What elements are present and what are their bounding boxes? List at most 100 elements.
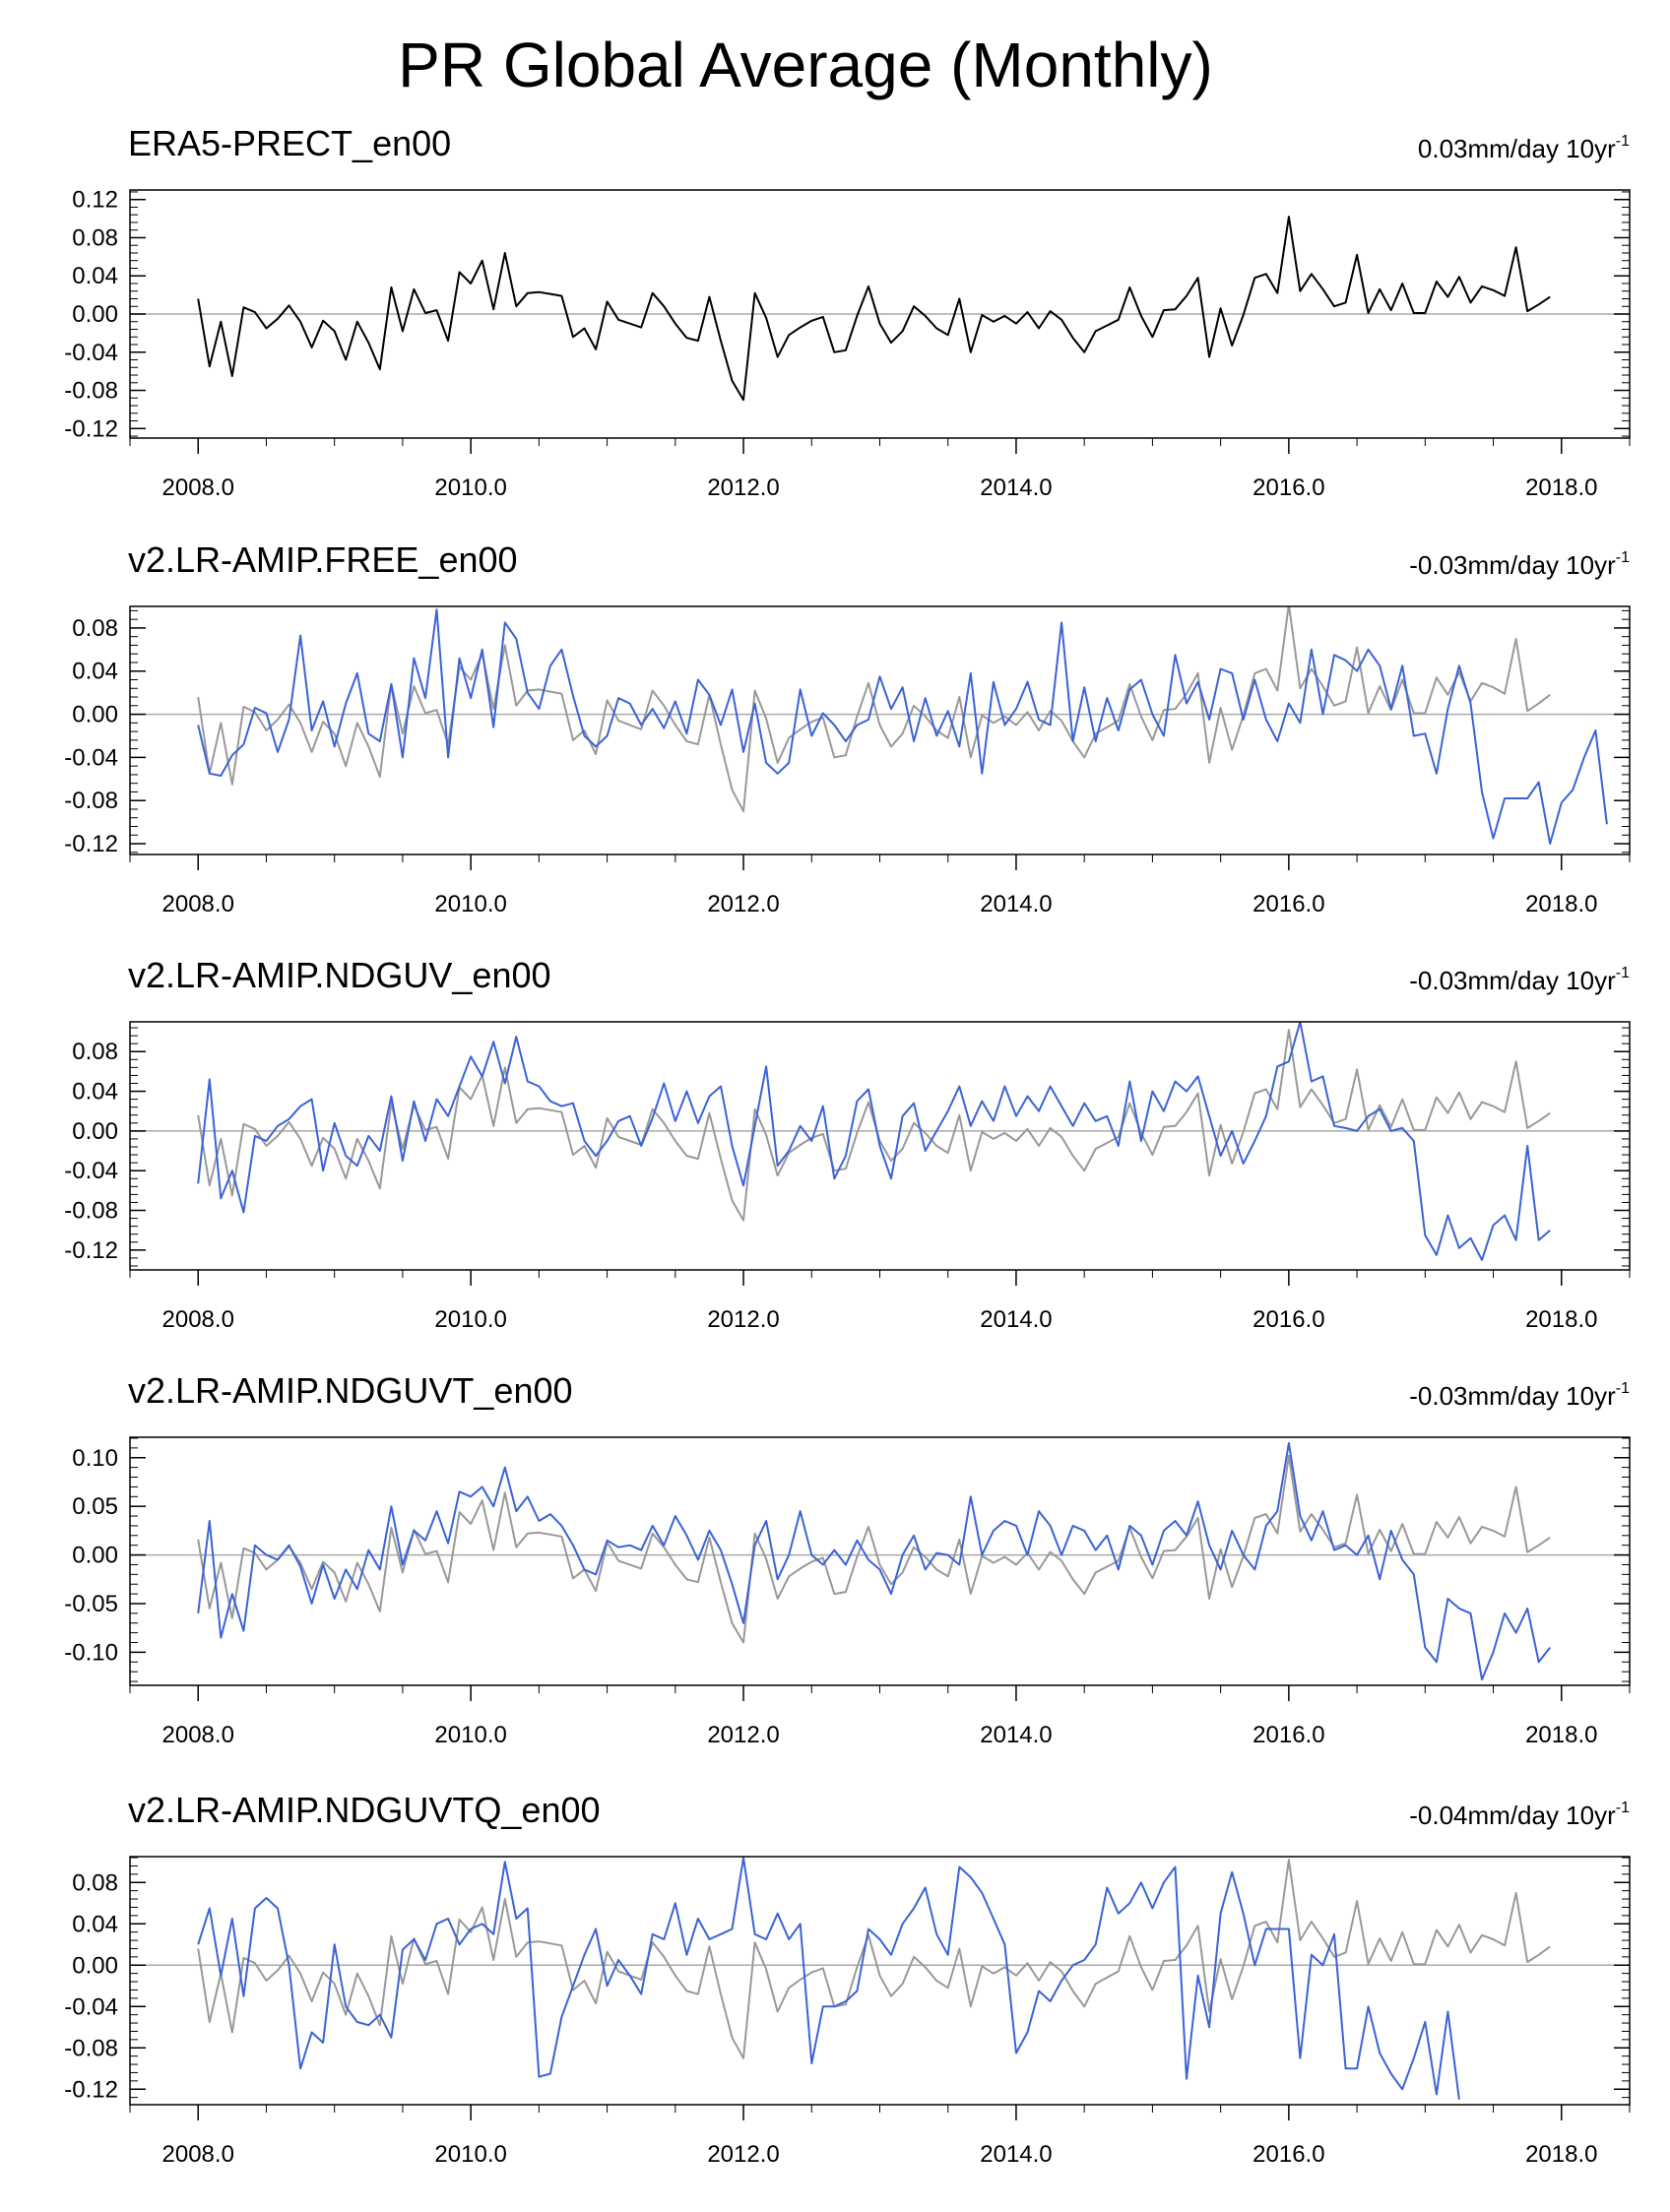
- x-tick-label: 2014.0: [980, 1306, 1052, 1333]
- y-tick-label: -0.12: [64, 2076, 118, 2103]
- series-line-main: [197, 1022, 1551, 1261]
- trend-label: -0.04mm/day 10yr-1: [1409, 1800, 1630, 1830]
- trend-exponent: -1: [1616, 1800, 1630, 1816]
- x-tick-label: 2012.0: [707, 2141, 779, 2168]
- y-tick-label: -0.05: [64, 1591, 118, 1617]
- x-tick-label: 2010.0: [434, 1722, 506, 1748]
- y-tick-label: -0.12: [64, 415, 118, 442]
- y-tick-label: -0.08: [64, 2035, 118, 2061]
- panel-title: v2.LR-AMIP.FREE_en00: [128, 539, 518, 580]
- plot-frame: [129, 605, 1631, 855]
- y-tick-label: 0.00: [72, 1118, 118, 1145]
- x-tick-label: 2016.0: [1252, 1306, 1324, 1333]
- trend-value: -0.04mm/day 10yr: [1409, 1801, 1616, 1830]
- x-tick-label: 2016.0: [1252, 474, 1324, 501]
- plot-frame: [129, 1021, 1631, 1271]
- trend-label: 0.03mm/day 10yr-1: [1418, 133, 1630, 163]
- trend-value: -0.03mm/day 10yr: [1409, 550, 1616, 580]
- y-tick-label: -0.04: [64, 340, 118, 366]
- x-tick-label: 2018.0: [1525, 1722, 1597, 1748]
- x-tick-label: 2008.0: [162, 474, 234, 501]
- y-tick-label: -0.04: [64, 744, 118, 771]
- panel-title: v2.LR-AMIP.NDGUVT_en00: [128, 1370, 573, 1411]
- y-tick-label: 0.04: [72, 263, 118, 289]
- y-tick-label: 0.00: [72, 702, 118, 728]
- trend-exponent: -1: [1616, 965, 1630, 981]
- x-tick-label: 2012.0: [707, 891, 779, 917]
- x-tick-label: 2010.0: [434, 891, 506, 917]
- x-tick-label: 2010.0: [434, 2141, 506, 2168]
- x-tick-label: 2008.0: [162, 1722, 234, 1748]
- x-tick-label: 2018.0: [1525, 2141, 1597, 2168]
- trend-label: -0.03mm/day 10yr-1: [1409, 1380, 1630, 1411]
- x-tick-label: 2008.0: [162, 891, 234, 917]
- chart-panel-2: v2.LR-AMIP.FREE_en00 -0.03mm/day 10yr-1 0.…: [64, 539, 1631, 917]
- x-tick-label: 2014.0: [980, 474, 1052, 501]
- y-tick-label: -0.12: [64, 1237, 118, 1264]
- trend-value: -0.03mm/day 10yr: [1409, 966, 1616, 995]
- y-tick-label: -0.12: [64, 831, 118, 857]
- x-tick-label: 2016.0: [1252, 891, 1324, 917]
- x-tick-label: 2014.0: [980, 2141, 1052, 2168]
- y-tick-label: 0.04: [72, 659, 118, 685]
- x-tick-label: 2016.0: [1252, 2141, 1324, 2168]
- x-tick-label: 2010.0: [434, 1306, 506, 1333]
- series-line-main: [197, 1441, 1551, 1681]
- x-tick-label: 2018.0: [1525, 1306, 1597, 1333]
- x-tick-label: 2010.0: [434, 474, 506, 501]
- chart-panel-1: ERA5-PRECT_en00 0.03mm/day 10yr-1 0.12 0.08…: [64, 123, 1631, 501]
- series-line-era5-reference: [197, 606, 1551, 813]
- y-tick-label: -0.04: [64, 1158, 118, 1184]
- chart-panel-5: v2.LR-AMIP.NDGUVTQ_en00 -0.04mm/day 10yr-…: [64, 1790, 1631, 2168]
- x-tick-label: 2012.0: [707, 1306, 779, 1333]
- x-tick-label: 2012.0: [707, 1722, 779, 1748]
- y-tick-label: 0.00: [72, 1952, 118, 1979]
- plot-frame: [129, 189, 1631, 439]
- x-tick-label: 2008.0: [162, 1306, 234, 1333]
- y-tick-label: -0.08: [64, 1198, 118, 1225]
- y-tick-label: 0.08: [72, 1869, 118, 1896]
- chart-panel-4: v2.LR-AMIP.NDGUVT_en00 -0.03mm/day 10yr-1…: [64, 1370, 1631, 1748]
- y-tick-label: 0.10: [72, 1445, 118, 1472]
- x-tick-label: 2018.0: [1525, 474, 1597, 501]
- y-tick-label: 0.05: [72, 1493, 118, 1520]
- trend-exponent: -1: [1616, 549, 1630, 566]
- trend-label: -0.03mm/day 10yr-1: [1409, 965, 1630, 995]
- plot-frame: [129, 1436, 1631, 1686]
- series-line-era5-reference: [197, 1859, 1551, 2059]
- trend-value: -0.03mm/day 10yr: [1409, 1381, 1616, 1411]
- series-line-main: [197, 608, 1608, 845]
- plot-frame: [129, 1856, 1631, 2106]
- y-tick-label: 0.04: [72, 1079, 118, 1106]
- panels: ERA5-PRECT_en00 0.03mm/day 10yr-10.120.08…: [64, 123, 1631, 2168]
- panel-title: ERA5-PRECT_en00: [128, 123, 451, 163]
- y-tick-label: 0.08: [72, 615, 118, 642]
- y-tick-label: 0.12: [72, 187, 118, 214]
- series-line-era5-reference: [197, 1454, 1551, 1644]
- series-line-main: [197, 1857, 1460, 2100]
- y-tick-label: -0.04: [64, 1993, 118, 2020]
- x-tick-label: 2014.0: [980, 891, 1052, 917]
- chart-panel-3: v2.LR-AMIP.NDGUV_en00 -0.03mm/day 10yr-1 0…: [64, 955, 1631, 1333]
- x-tick-label: 2018.0: [1525, 891, 1597, 917]
- y-tick-label: -0.08: [64, 788, 118, 814]
- series-line-main: [197, 216, 1551, 402]
- y-tick-label: -0.08: [64, 378, 118, 405]
- trend-exponent: -1: [1616, 1380, 1630, 1397]
- y-tick-label: 0.08: [72, 1039, 118, 1065]
- trend-exponent: -1: [1616, 133, 1630, 150]
- trend-value: 0.03mm/day 10yr: [1418, 134, 1616, 163]
- panel-title: v2.LR-AMIP.NDGUV_en00: [128, 955, 551, 995]
- y-tick-label: 0.08: [72, 224, 118, 251]
- y-tick-label: 0.04: [72, 1911, 118, 1937]
- x-tick-label: 2008.0: [162, 2141, 234, 2168]
- y-tick-label: 0.00: [72, 301, 118, 328]
- x-tick-label: 2014.0: [980, 1722, 1052, 1748]
- figure-title: PR Global Average (Monthly): [398, 30, 1213, 100]
- y-tick-label: -0.10: [64, 1639, 118, 1666]
- x-tick-label: 2016.0: [1252, 1722, 1324, 1748]
- panel-title: v2.LR-AMIP.NDGUVTQ_en00: [128, 1790, 601, 1830]
- x-tick-label: 2012.0: [707, 474, 779, 501]
